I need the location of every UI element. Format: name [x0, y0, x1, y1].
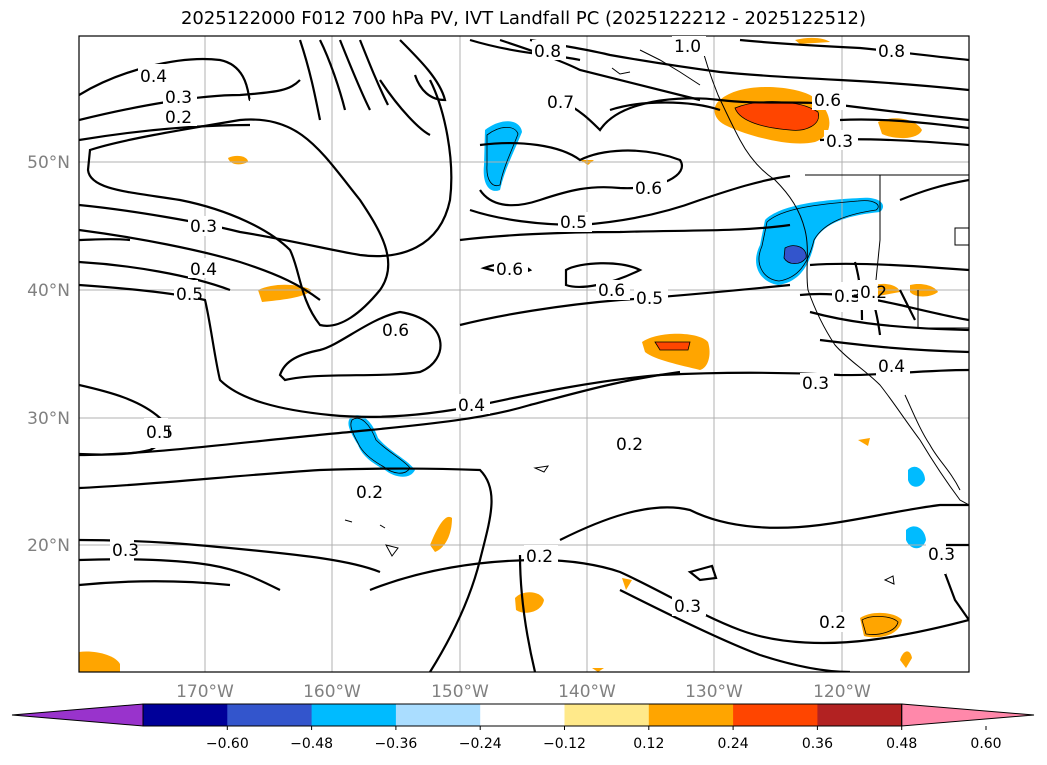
contour-label: 0.5 — [560, 213, 587, 233]
colorbar: −0.60 −0.48 −0.36 −0.24 −0.12 0.12 0.24 0.36 0.4… — [11, 703, 1035, 752]
negative-anomaly-patch — [908, 466, 925, 487]
contour-label: 0.3 — [674, 597, 701, 617]
positive-anomaly-patch — [735, 101, 819, 131]
positive-anomaly-patch — [860, 612, 902, 638]
contour-label: 0.3 — [802, 374, 829, 394]
negative-anomaly-patch — [483, 121, 522, 191]
colorbar-tick-label: 0.24 — [718, 736, 749, 752]
colorbar-segment — [564, 704, 650, 726]
map-frame — [78, 35, 970, 673]
contour-label: 0.3 — [165, 88, 192, 108]
longitude-labels: 170°W 160°W 150°W 140°W 130°W 120°W — [176, 682, 871, 702]
positive-anomaly-patch — [795, 37, 830, 44]
colorbar-segment — [480, 704, 565, 726]
colorbar-tick-label: −0.60 — [206, 736, 249, 752]
lat-label: 20°N — [27, 536, 70, 556]
negative-anomaly-patch — [906, 526, 926, 549]
contour-label: 0.4 — [458, 396, 485, 416]
colorbar-segment — [227, 704, 313, 726]
contour-label: 0.3 — [928, 545, 955, 565]
colorbar-segment — [311, 704, 397, 726]
lon-label: 130°W — [685, 682, 743, 702]
contour-label: 0.2 — [165, 108, 192, 128]
contour-label: 0.3 — [826, 132, 853, 152]
colorbar-segment — [395, 704, 481, 726]
lon-label: 160°W — [303, 682, 361, 702]
lon-label: 150°W — [431, 682, 489, 702]
positive-anomaly-patch — [858, 438, 870, 446]
contour-label: 0.3 — [112, 541, 139, 561]
positive-anomaly-patch — [592, 668, 604, 672]
contour-label: 0.6 — [814, 91, 841, 111]
colorbar-tick-label: 0.36 — [802, 736, 833, 752]
positive-anomaly-patch — [655, 342, 690, 350]
latitude-labels: 50°N 40°N 30°N 20°N — [27, 153, 70, 556]
colorbar-extend-low — [11, 703, 144, 727]
colorbar-tick-label: −0.36 — [374, 736, 417, 752]
negative-anomaly-patch — [756, 197, 884, 285]
contour-label: 0.2 — [356, 483, 383, 503]
lon-label: 140°W — [558, 682, 616, 702]
positive-anomaly-patch — [622, 578, 632, 590]
colorbar-tick-label: −0.48 — [290, 736, 333, 752]
contour-label: 0.6 — [635, 179, 662, 199]
colorbar-frame — [142, 703, 903, 727]
contour-label: 0.8 — [534, 42, 561, 62]
colorbar-tick-label: −0.12 — [543, 736, 586, 752]
positive-anomaly-patch — [878, 118, 922, 139]
map-title: 2025122000 F012 700 hPa PV, IVT Landfall… — [180, 8, 867, 29]
negative-anomaly-patch — [784, 245, 807, 264]
contour-label: 0.4 — [190, 260, 217, 280]
contour-label: 0.6 — [382, 321, 409, 341]
contour-label: 0.4 — [878, 357, 905, 377]
colorbar-segment — [648, 704, 734, 726]
contour-labels: 0.4 0.3 0.2 0.8 1.0 0.8 0.7 0.6 0.3 0.6 … — [110, 36, 955, 633]
lat-label: 40°N — [27, 281, 70, 301]
colorbar-segment — [143, 704, 228, 726]
lon-label: 120°W — [813, 682, 871, 702]
contour-label: 0.2 — [819, 613, 846, 633]
contour-label: 0.6 — [598, 281, 625, 301]
lat-label: 50°N — [27, 153, 70, 173]
colorbar-tick-label: 0.12 — [633, 736, 664, 752]
colorbar-segment — [817, 704, 903, 726]
positive-anomaly-patch — [258, 284, 312, 302]
contour-label: 0.8 — [878, 42, 905, 62]
colorbar-segment — [733, 704, 818, 726]
contour-label: 0.5 — [146, 423, 173, 443]
contour-label: 0.5 — [636, 289, 663, 309]
positive-anomaly-patch — [430, 516, 452, 552]
contour-label: 0.5 — [176, 285, 203, 305]
contour-label: 0.7 — [547, 93, 574, 113]
lat-label: 30°N — [27, 409, 70, 429]
contour-label: 0.3 — [190, 217, 217, 237]
positive-anomaly-patch — [79, 651, 120, 672]
colorbar-tick-label: 0.60 — [970, 736, 1001, 752]
shading-outlines — [350, 101, 899, 635]
colorbar-tick-label: 0.48 — [886, 736, 917, 752]
contour-label: 0.2 — [616, 435, 643, 455]
contour-label: 0.3 — [834, 287, 861, 307]
pv-contours — [79, 38, 969, 672]
contour-label: 0.2 — [860, 283, 887, 303]
contour-label: 0.4 — [140, 67, 167, 87]
contour-label: 1.0 — [674, 37, 701, 57]
contour-label: 0.6 — [496, 260, 523, 280]
colorbar-tick-label: −0.24 — [459, 736, 502, 752]
colorbar-extend-high — [901, 703, 1035, 727]
contour-label: 0.2 — [526, 547, 553, 567]
lon-label: 170°W — [176, 682, 234, 702]
positive-anomaly-patch — [900, 651, 912, 668]
